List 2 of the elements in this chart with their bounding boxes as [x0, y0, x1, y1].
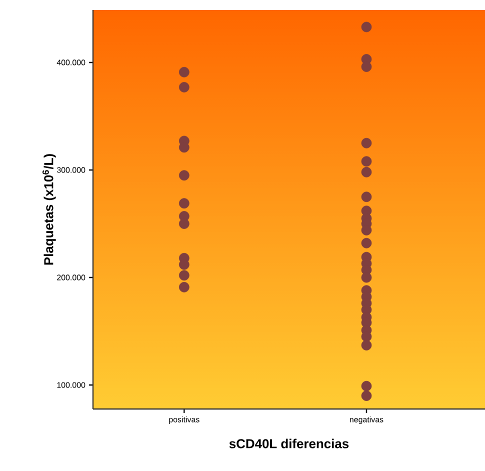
x-axis-title: sCD40L diferencias — [229, 438, 349, 448]
y-axis-title: Plaquetas (x10$^{6}$/L) — [42, 154, 56, 265]
